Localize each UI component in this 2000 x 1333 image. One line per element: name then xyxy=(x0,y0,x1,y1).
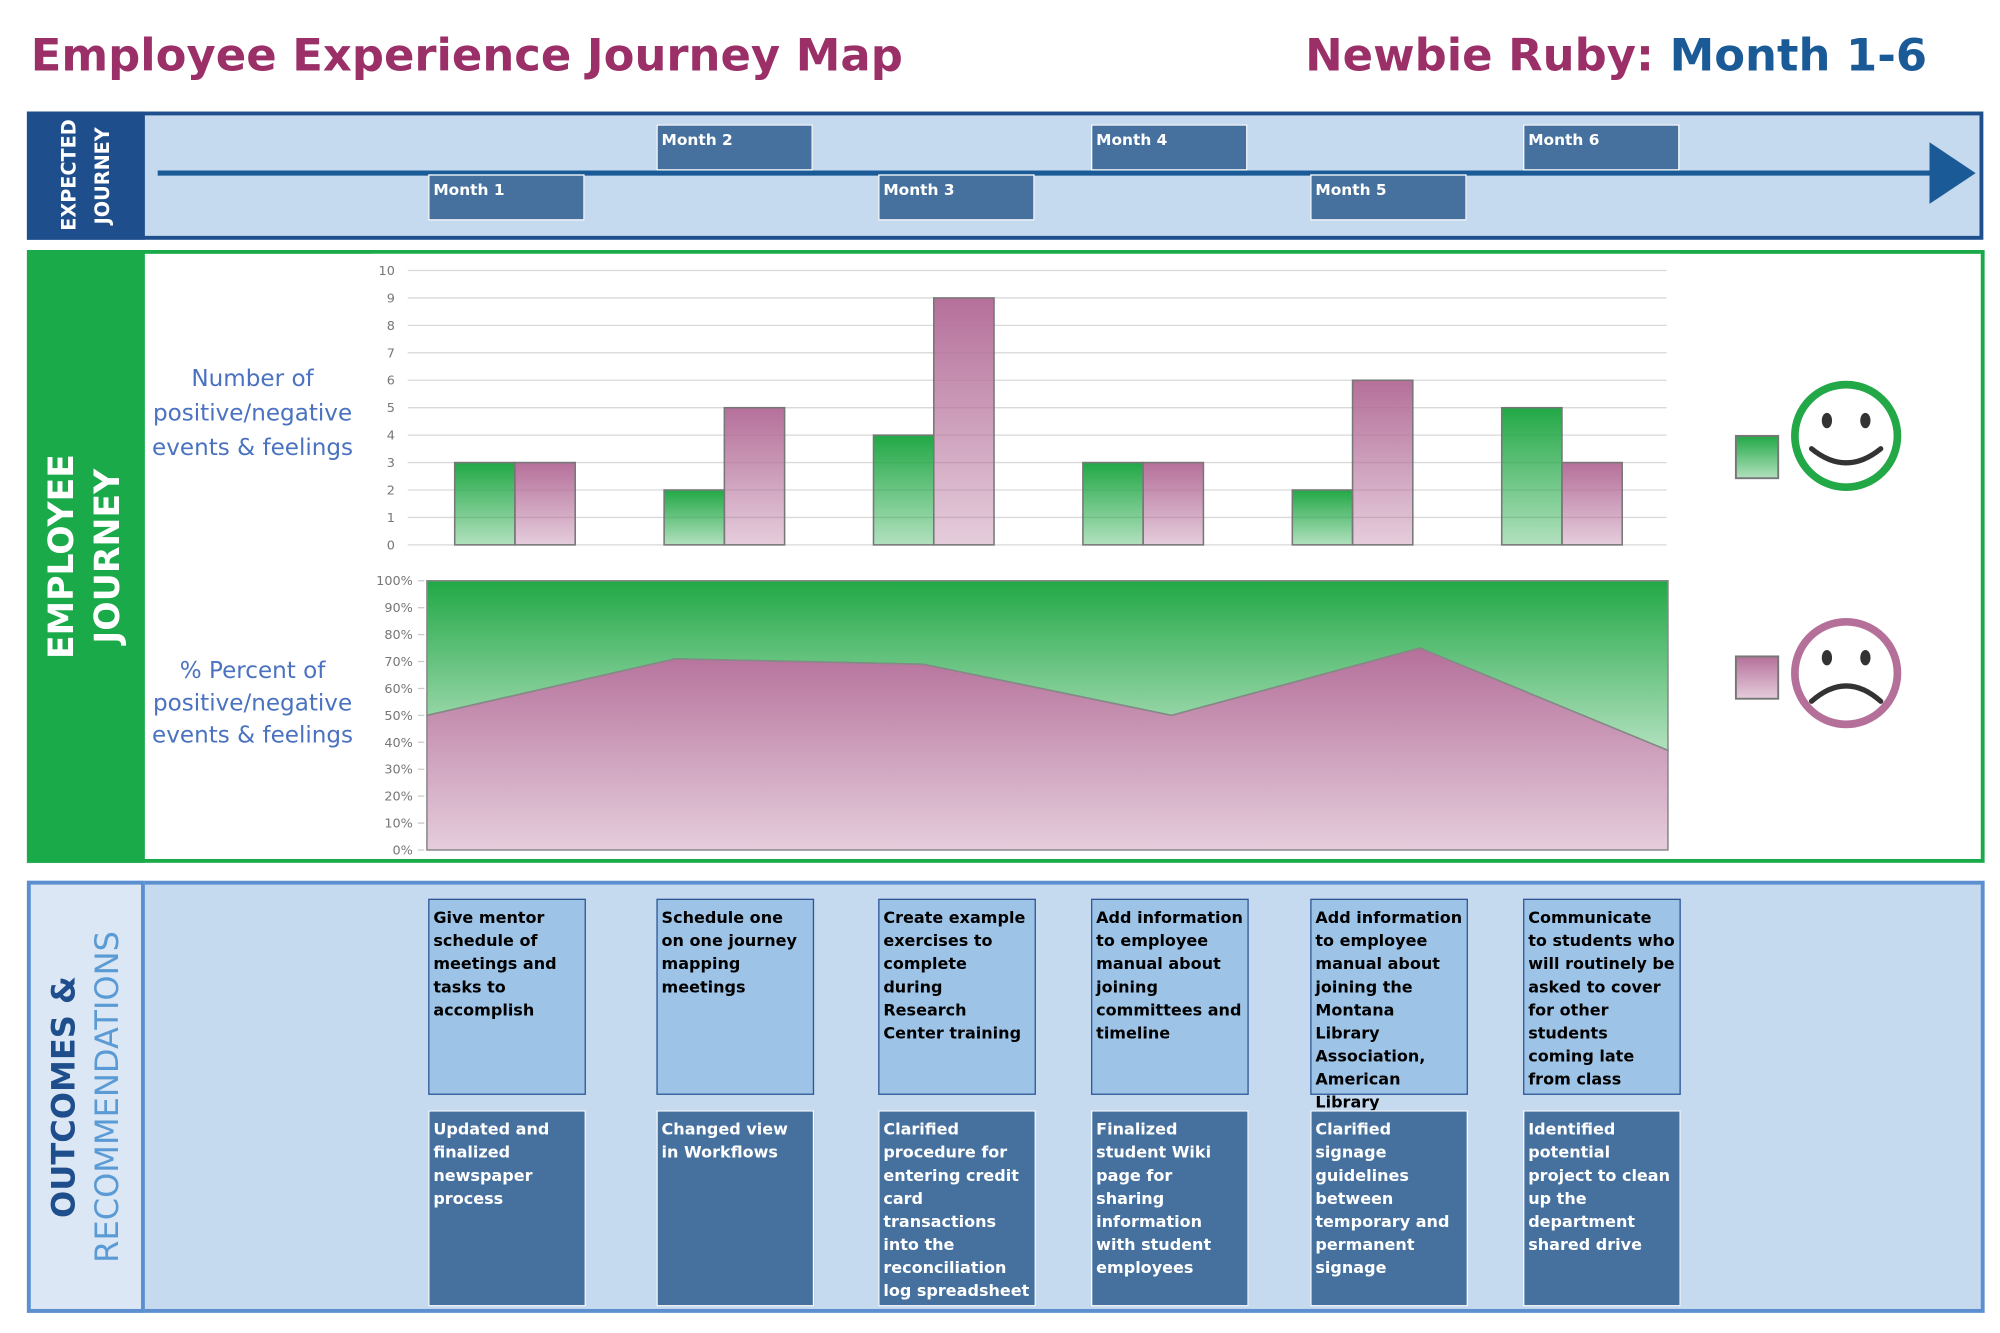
y-tick-label: 70% xyxy=(384,655,412,670)
charts: 0123456789100%10%20%30%40%50%60%70%80%90… xyxy=(371,253,1902,859)
label-line: RECOMMENDATIONS xyxy=(88,930,126,1263)
outcome-box: Updated and finalized newspaper process xyxy=(428,1110,586,1307)
face-eye xyxy=(1821,412,1833,429)
month-box: Month 6 xyxy=(1523,124,1680,171)
recommendation-box: Add information to employee manual about… xyxy=(1310,898,1468,1181)
month-box: Month 4 xyxy=(1091,124,1248,171)
legend-swatch xyxy=(1734,655,1780,700)
period: Month 1-6 xyxy=(1669,30,1928,83)
recommendation-box: Add information to employee manual about… xyxy=(1091,898,1249,1095)
outcome-box: Clarified procedure for entering credit … xyxy=(878,1110,1036,1307)
y-tick-label: 50% xyxy=(384,709,412,724)
face-mouth xyxy=(1808,683,1884,704)
bar xyxy=(723,406,786,546)
bar xyxy=(1561,461,1623,546)
face-outline xyxy=(1791,380,1902,492)
y-tick-label: 10 xyxy=(379,264,395,279)
month-box: Month 2 xyxy=(656,124,813,171)
y-tick-label: 20% xyxy=(384,790,412,805)
y-tick-label: 0 xyxy=(387,538,395,553)
y-tick-label: 9 xyxy=(387,291,395,306)
y-tick-label: 90% xyxy=(384,601,412,616)
y-tick-label: 8 xyxy=(387,319,395,334)
y-tick-label: 6 xyxy=(387,374,395,389)
y-tick-label: 100% xyxy=(376,574,413,589)
bar xyxy=(514,461,576,546)
area-chart-label: % Percent of positive/negative events & … xyxy=(152,657,354,749)
title: Employee Experience Journey Map xyxy=(30,30,903,83)
y-tick-label: 0% xyxy=(392,843,412,858)
y-tick-label: 10% xyxy=(384,817,412,832)
y-tick-label: 40% xyxy=(384,736,412,751)
y-tick-label: 7 xyxy=(387,346,395,361)
face-mouth xyxy=(1808,446,1884,466)
month-box: Month 3 xyxy=(878,174,1035,221)
face-outline xyxy=(1791,617,1902,729)
bar xyxy=(1500,406,1563,546)
recommendation-box: Schedule one on one journey mapping meet… xyxy=(656,898,815,1095)
y-tick-label: 4 xyxy=(387,429,395,444)
outcome-box: Finalized student Wiki page for sharing … xyxy=(1091,1110,1249,1307)
recommendation-box: Give mentor schedule of meetings and tas… xyxy=(428,898,586,1095)
plot-area xyxy=(371,253,1680,556)
outcome-box: Identified potential project to clean up… xyxy=(1523,1110,1681,1307)
y-tick-label: 30% xyxy=(384,763,412,778)
y-tick-label: 80% xyxy=(384,628,412,643)
y-tick-label: 1 xyxy=(387,511,395,526)
face-eye xyxy=(1821,649,1833,666)
bar xyxy=(453,461,516,546)
recommendation-box: Create example exercises to complete dur… xyxy=(878,898,1036,1095)
label-line: OUTCOMES & xyxy=(44,975,83,1218)
bar xyxy=(932,297,995,546)
area xyxy=(426,579,1669,752)
bar xyxy=(872,434,935,546)
outcome-box: Changed view in Workflows xyxy=(656,1110,815,1307)
outcome-box: Clarified signage guidelines between tem… xyxy=(1310,1110,1468,1307)
month-box: Month 1 xyxy=(428,174,585,221)
bar xyxy=(1291,489,1354,546)
face-eye xyxy=(1860,649,1871,666)
y-tick-label: 5 xyxy=(387,401,395,416)
persona: Newbie Ruby: xyxy=(1305,30,1654,83)
bar-chart-label: Number of positive/negative events & fee… xyxy=(152,365,354,462)
outcomes-label: OUTCOMES & RECOMMENDATIONS xyxy=(26,880,145,1313)
y-tick-label: 2 xyxy=(387,483,395,498)
bar xyxy=(1082,461,1144,546)
persona-heading: Newbie Ruby: Month 1-6 xyxy=(1305,31,1927,82)
bar xyxy=(1142,461,1205,546)
timeline-arrow xyxy=(157,142,1976,204)
face-eye xyxy=(1860,412,1871,429)
y-tick-label: 60% xyxy=(384,682,412,697)
bar xyxy=(663,489,726,546)
recommendation-box: Communicate to students who will routine… xyxy=(1523,898,1681,1095)
y-tick-label: 3 xyxy=(387,456,395,471)
bar xyxy=(1351,379,1414,546)
month-box: Month 5 xyxy=(1310,174,1467,221)
legend-swatch xyxy=(1734,434,1780,480)
